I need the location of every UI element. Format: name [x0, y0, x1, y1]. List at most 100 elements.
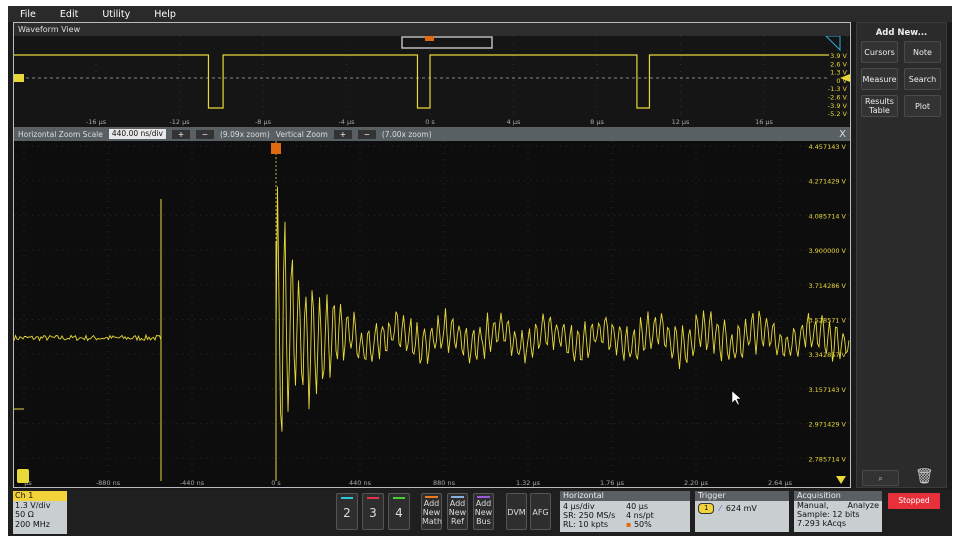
h-zoom-scale-input[interactable]: 440.00 ns/div	[108, 129, 166, 139]
overview-x-tick: -8 µs	[255, 118, 272, 126]
right-panel: Add New... Cursors Note Measure Search R…	[856, 22, 947, 488]
overview-x-tick: 16 µs	[755, 118, 773, 126]
main-y-tick: 3.900000 V	[808, 247, 846, 255]
sample-bits: Sample: 12 bits	[797, 510, 860, 519]
zoom-tool-icon[interactable]: ⌕	[862, 470, 899, 486]
zoom-bar: Horizontal Zoom Scale 440.00 ns/div + − …	[14, 127, 850, 141]
mouse-cursor-icon	[731, 390, 742, 406]
add-bus-button[interactable]: Add New Bus	[473, 493, 494, 530]
plot-button[interactable]: Plot	[904, 95, 941, 117]
overview-x-tick: -4 µs	[338, 118, 355, 126]
main-y-tick: 3.528571 V	[808, 317, 846, 325]
v-zoom-factor: (7.00x zoom)	[381, 129, 432, 139]
overview-y-tick: -3.9 V	[828, 102, 848, 110]
ch1-vdiv: 1.3 V/div	[15, 500, 51, 510]
overview-x-tick: -12 µs	[169, 118, 190, 126]
main-y-tick: 4.271429 V	[808, 178, 846, 186]
zoom-plot[interactable]: µs -880 ns -440 ns 0 s 440 ns 880 ns 1.32 µs 1.…	[13, 141, 865, 487]
horizontal-title: Horizontal	[560, 491, 690, 501]
overview-y-tick: 2.6 V	[830, 60, 847, 68]
trigger-position-arrow-icon	[836, 476, 846, 484]
main-x-tick: µs	[24, 479, 32, 487]
trigger-source: 1	[698, 503, 715, 514]
close-zoom-icon[interactable]: X	[839, 128, 846, 140]
channel-2-button[interactable]: 2	[336, 493, 358, 530]
main-y-tick: 4.085714 V	[808, 212, 846, 220]
h-zoom-plus-button[interactable]: +	[171, 129, 190, 139]
ch1-badge[interactable]: Ch 1 1.3 V/div 50 Ω 200 MHz	[13, 491, 67, 534]
waveform-view: Waveform View -16 µs -12 µs -8 µs -4 µs 0 s 4…	[12, 22, 865, 488]
trigger-badge[interactable]: Trigger 1 ⁄ 624 mV	[695, 491, 789, 532]
run-stop-button[interactable]: Stopped	[888, 493, 940, 509]
v-zoom-label: Vertical Zoom	[275, 129, 328, 139]
waveform-view-title: Waveform View	[14, 23, 850, 36]
acquisition-title: Acquisition	[794, 491, 882, 501]
main-y-tick: 3.342857 V	[808, 351, 846, 359]
h-zoom-factor: (9.09x zoom)	[219, 129, 270, 139]
horizontal-badge[interactable]: Horizontal 4 µs/div SR: 250 MS/s RL: 10 kp…	[560, 491, 690, 532]
main-x-tick: 1.76 µs	[600, 479, 625, 487]
overview-x-tick: -16 µs	[86, 118, 107, 126]
add-ref-button[interactable]: Add New Ref	[447, 493, 468, 530]
trigger-title: Trigger	[695, 491, 789, 501]
horizontal-left: 4 µs/div SR: 250 MS/s RL: 10 kpts	[563, 502, 616, 529]
overview-x-tick: 0 s	[425, 118, 435, 126]
overview-trace	[14, 54, 829, 109]
v-zoom-plus-button[interactable]: +	[333, 129, 352, 139]
menu-utility[interactable]: Utility	[102, 8, 131, 20]
main-y-tick: 3.157143 V	[808, 386, 846, 394]
oscilloscope-app: File Edit Utility Help Waveform View -16…	[8, 6, 952, 536]
menu-edit[interactable]: Edit	[59, 8, 79, 20]
ch1-marker-icon	[17, 469, 29, 483]
menu-file[interactable]: File	[20, 8, 36, 20]
h-zoom-minus-button[interactable]: −	[195, 129, 214, 139]
main-x-tick: -440 ns	[180, 479, 205, 487]
ch1-ground-marker-icon	[14, 74, 24, 82]
main-y-tick: 2.971429 V	[808, 421, 846, 429]
zoom-window-box	[401, 36, 493, 49]
main-x-tick: -880 ns	[96, 479, 121, 487]
main-x-tick: 0 s	[271, 479, 281, 487]
trash-icon[interactable]: 🗑	[915, 467, 935, 485]
channel-4-button[interactable]: 4	[388, 493, 410, 530]
trigger-level-arrow-icon	[840, 74, 850, 82]
overview-y-tick: 1.3 V	[830, 69, 847, 77]
add-new-title: Add New...	[875, 28, 928, 38]
overview-x-tick: 4 µs	[507, 118, 521, 126]
dvm-button[interactable]: DVM	[506, 493, 527, 530]
channel-3-button[interactable]: 3	[362, 493, 384, 530]
overview-x-tick: 12 µs	[672, 118, 690, 126]
note-button[interactable]: Note	[904, 41, 941, 63]
settings-bar: Ch 1 1.3 V/div 50 Ω 200 MHz 2 3 4 Add Ne…	[8, 489, 952, 536]
add-math-button[interactable]: Add New Math	[421, 493, 442, 530]
menu-help[interactable]: Help	[154, 8, 176, 20]
ch1-impedance: 50 Ω	[15, 510, 34, 519]
main-y-tick: 2.785714 V	[808, 455, 846, 463]
overview-y-tick: -2.6 V	[828, 94, 848, 102]
main-x-tick: 880 ns	[433, 479, 456, 487]
position-icon: ▪	[626, 520, 632, 529]
menu-bar: File Edit Utility Help	[8, 6, 952, 22]
overview-y-tick: 0 V	[836, 77, 847, 85]
h-zoom-label: Horizontal Zoom Scale	[18, 129, 103, 139]
ch1-name: Ch 1	[13, 491, 67, 501]
rising-edge-icon: ⁄	[719, 504, 721, 513]
trigger-level: 624 mV	[725, 504, 757, 513]
acquisition-badge[interactable]: Acquisition Manual, Analyze Sample: 12 bi…	[794, 491, 882, 532]
v-zoom-minus-button[interactable]: −	[357, 129, 376, 139]
main-x-tick: 2.64 µs	[768, 479, 793, 487]
search-button[interactable]: Search	[904, 68, 941, 90]
afg-button[interactable]: AFG	[530, 493, 551, 530]
main-x-tick: 2.20 µs	[684, 479, 709, 487]
main-y-tick: 3.714286 V	[808, 282, 846, 290]
overview-y-tick: -1.3 V	[828, 85, 848, 93]
cursors-button[interactable]: Cursors	[861, 41, 898, 63]
main-y-tick: 4.457143 V	[808, 143, 846, 151]
results-table-button[interactable]: Results Table	[861, 95, 898, 117]
measure-button[interactable]: Measure	[861, 68, 898, 90]
main-x-tick: 440 ns	[349, 479, 372, 487]
acq-count: 7.293 kAcqs	[797, 519, 847, 528]
trigger-marker-icon	[271, 143, 281, 154]
scale-handle-icon	[824, 35, 841, 52]
overview-plot[interactable]: -16 µs -12 µs -8 µs -4 µs 0 s 4 µs 8 µs 12 µs 16…	[12, 31, 850, 127]
